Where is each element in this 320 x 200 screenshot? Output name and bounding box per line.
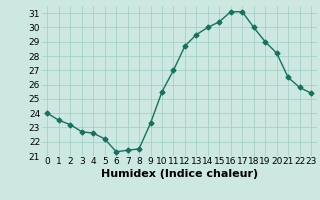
X-axis label: Humidex (Indice chaleur): Humidex (Indice chaleur) xyxy=(100,169,258,179)
